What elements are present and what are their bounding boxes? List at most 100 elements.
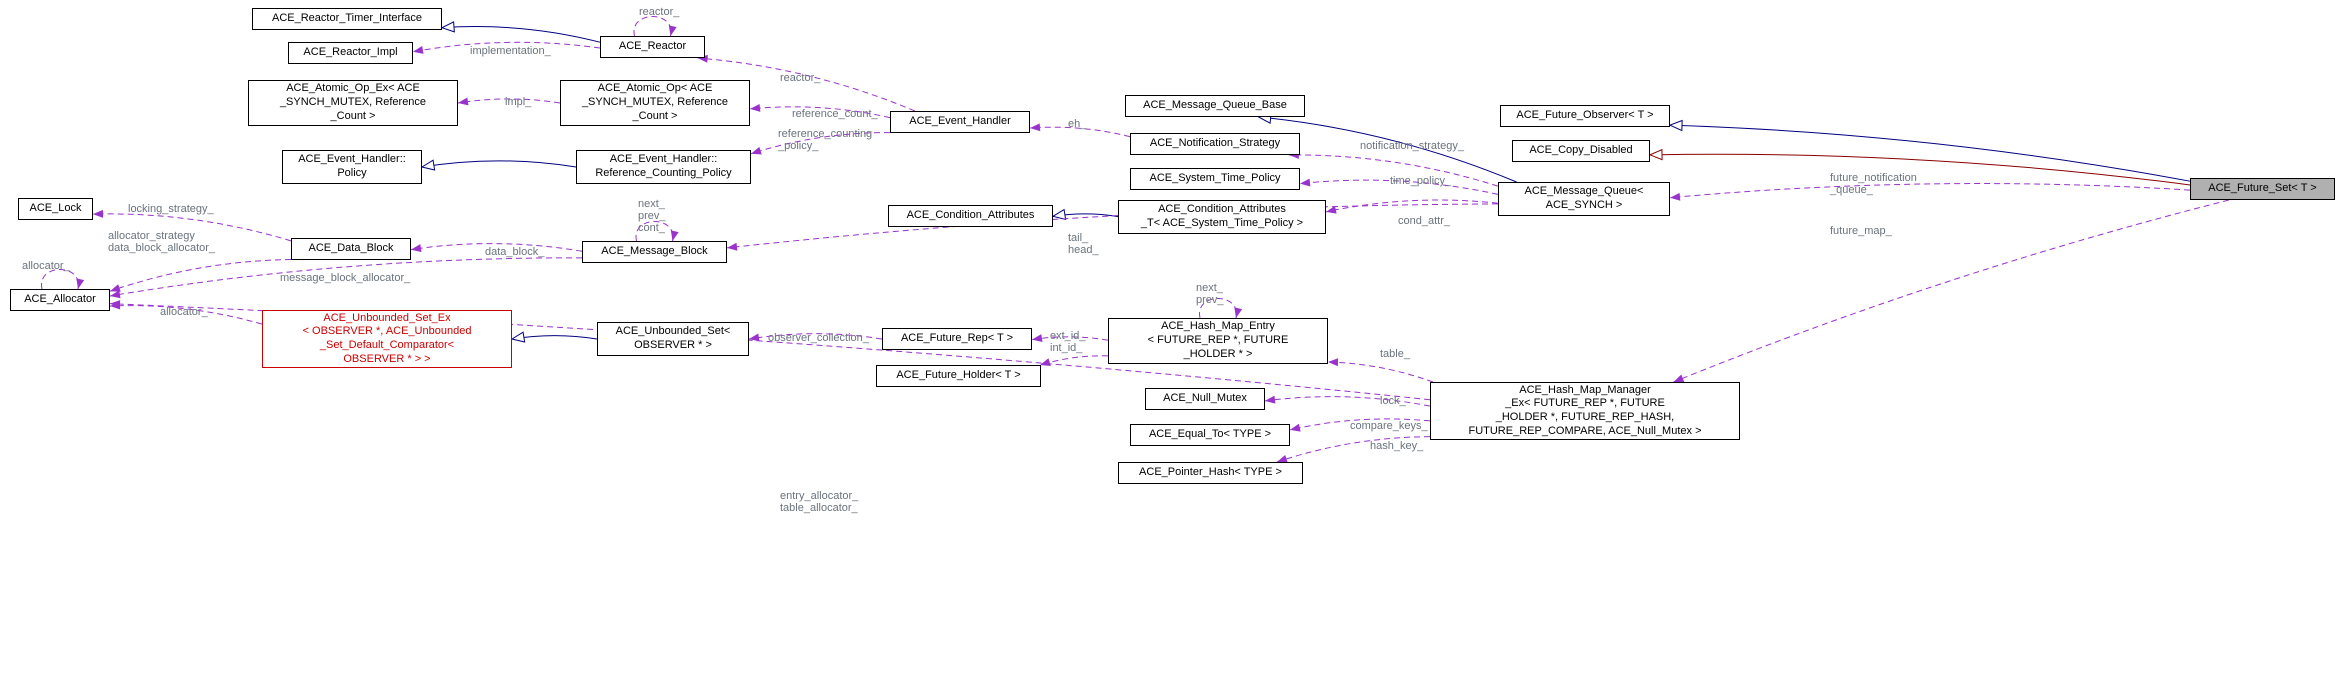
node-ace_atomic_op_ex-line-1: _SYNCH_MUTEX, Reference (257, 96, 449, 110)
node-ace_reactor_timer_iface-line-0: ACE_Reactor_Timer_Interface (261, 12, 433, 26)
edge-label-26: table_ (1380, 348, 1410, 360)
node-ace_copy_disabled[interactable]: ACE_Copy_Disabled (1512, 140, 1650, 162)
node-ace_message_queue_synch[interactable]: ACE_Message_Queue<ACE_SYNCH > (1498, 182, 1670, 216)
edge-label-5: reference_count_ (792, 108, 878, 120)
edge-label-19: message_block_allocator_ (280, 272, 410, 284)
edge-label-34: future_notification_queue_ (1830, 172, 1917, 196)
node-ace_future_rep[interactable]: ACE_Future_Rep< T > (882, 328, 1032, 350)
node-ace_reactor_impl[interactable]: ACE_Reactor_Impl (288, 42, 413, 64)
node-ace_hash_map_entry-line-0: ACE_Hash_Map_Entry (1117, 320, 1319, 334)
edge-15 (636, 222, 673, 242)
node-ace_allocator[interactable]: ACE_Allocator (10, 289, 110, 311)
edge-21 (110, 306, 262, 325)
node-ace_notification_strategy[interactable]: ACE_Notification_Strategy (1130, 133, 1300, 155)
edge-label-1: implementation_ (470, 45, 551, 57)
edge-5 (750, 107, 890, 118)
edge-label-6-l1: _policy_ (778, 140, 818, 152)
edge-label-8-l0: eh_ (1068, 118, 1086, 130)
node-ace_event_handler_policy[interactable]: ACE_Event_Handler::Policy (282, 150, 422, 184)
node-ace_future_set-line-0: ACE_Future_Set< T > (2199, 182, 2326, 196)
node-ace_hash_map_manager[interactable]: ACE_Hash_Map_Manager_Ex< FUTURE_REP *, F… (1430, 382, 1740, 440)
node-ace_hash_map_entry-line-1: < FUTURE_REP *, FUTURE (1117, 334, 1319, 348)
node-ace_equal_to-line-0: ACE_Equal_To< TYPE > (1139, 428, 1281, 442)
node-ace_pointer_hash[interactable]: ACE_Pointer_Hash< TYPE > (1118, 462, 1303, 484)
edge-4 (458, 99, 560, 103)
node-ace_refcount_policy[interactable]: ACE_Event_Handler::Reference_Counting_Po… (576, 150, 751, 184)
edge-20 (41, 270, 78, 290)
edge-1 (413, 42, 600, 51)
node-ace_atomic_op-line-2: _Count > (569, 110, 741, 124)
node-ace_hash_map_manager-line-3: FUTURE_REP_COMPARE, ACE_Null_Mutex > (1439, 425, 1731, 439)
node-ace_null_mutex-line-0: ACE_Null_Mutex (1154, 392, 1256, 406)
node-ace_future_holder[interactable]: ACE_Future_Holder< T > (876, 365, 1041, 387)
node-ace_equal_to[interactable]: ACE_Equal_To< TYPE > (1130, 424, 1290, 446)
node-ace_unbounded_set_ex-line-2: _Set_Default_Comparator< (271, 339, 503, 353)
edge-label-27-l0: lock_ (1380, 395, 1406, 407)
edge-35 (1674, 200, 2229, 382)
edge-label-26-l0: table_ (1380, 348, 1410, 360)
edge-label-27: lock_ (1380, 395, 1406, 407)
node-ace_future_observer[interactable]: ACE_Future_Observer< T > (1500, 105, 1670, 127)
node-ace_refcount_policy-line-1: Reference_Counting_Policy (585, 167, 742, 181)
edge-label-24-l1: int_id_ (1050, 342, 1082, 354)
node-ace_message_queue_synch-line-1: ACE_SYNCH > (1507, 199, 1661, 213)
node-ace_allocator-line-0: ACE_Allocator (19, 293, 101, 307)
edge-label-18-l0: allocator_strategy (108, 230, 195, 242)
node-ace_condition_attrs_t[interactable]: ACE_Condition_Attributes_T< ACE_System_T… (1118, 200, 1326, 234)
node-ace_null_mutex[interactable]: ACE_Null_Mutex (1145, 388, 1265, 410)
node-ace_event_handler_policy-line-0: ACE_Event_Handler:: (291, 153, 413, 167)
edge-label-24-l0: ext_id_ (1050, 330, 1085, 342)
edge-label-10-l0: notification_strategy_ (1360, 140, 1464, 152)
node-ace_unbounded_set_ex-line-3: OBSERVER * > > (271, 353, 503, 367)
node-ace_unbounded_set[interactable]: ACE_Unbounded_Set<OBSERVER * > (597, 322, 749, 356)
node-ace_refcount_policy-line-0: ACE_Event_Handler:: (585, 153, 742, 167)
edge-label-3: reactor_ (780, 72, 820, 84)
edge-label-25-l1: prev_ (1196, 294, 1224, 306)
node-ace_system_time_policy[interactable]: ACE_System_Time_Policy (1130, 168, 1300, 190)
node-ace_unbounded_set-line-1: OBSERVER * > (606, 339, 740, 353)
edge-33 (1650, 154, 2190, 185)
node-ace_condition_attributes[interactable]: ACE_Condition_Attributes (888, 205, 1053, 227)
edge-0 (442, 27, 600, 43)
node-ace_reactor_timer_iface[interactable]: ACE_Reactor_Timer_Interface (252, 8, 442, 30)
node-ace_reactor[interactable]: ACE_Reactor (600, 36, 705, 58)
edge-label-30-l1: table_allocator_ (780, 502, 858, 514)
node-ace_lock[interactable]: ACE_Lock (18, 198, 93, 220)
node-ace_message_block[interactable]: ACE_Message_Block (582, 241, 727, 263)
edge-label-19-l0: message_block_allocator_ (280, 272, 410, 284)
node-ace_unbounded_set_ex[interactable]: ACE_Unbounded_Set_Ex< OBSERVER *, ACE_Un… (262, 310, 512, 368)
node-ace_unbounded_set_ex-line-0: ACE_Unbounded_Set_Ex (271, 312, 503, 326)
node-ace_atomic_op-line-1: _SYNCH_MUTEX, Reference (569, 96, 741, 110)
edge-label-23: observer_collection_ (768, 332, 869, 344)
edge-label-16-l0: data_block_ (485, 246, 544, 258)
node-ace_data_block[interactable]: ACE_Data_Block (291, 238, 411, 260)
edge-7 (422, 161, 576, 167)
node-ace_future_set[interactable]: ACE_Future_Set< T > (2190, 178, 2335, 200)
node-ace_reactor_impl-line-0: ACE_Reactor_Impl (297, 46, 404, 60)
node-ace_hash_map_entry[interactable]: ACE_Hash_Map_Entry< FUTURE_REP *, FUTURE… (1108, 318, 1328, 364)
edge-label-28-l0: compare_keys_ (1350, 420, 1428, 432)
diagram-canvas: ACE_Future_Set< T > ACE_Future_Observer< … (0, 0, 2341, 673)
edge-label-4-l0: impl_ (505, 96, 531, 108)
node-ace_pointer_hash-line-0: ACE_Pointer_Hash< TYPE > (1127, 466, 1294, 480)
node-ace_hash_map_manager-line-2: _HOLDER *, FUTURE_REP_HASH, (1439, 411, 1731, 425)
edge-label-12: cond_attr_ (1398, 215, 1450, 227)
edge-label-20: allocator_ (22, 260, 70, 272)
edge-label-11-l0: time_policy_ (1390, 175, 1451, 187)
edge-24 (1032, 337, 1108, 340)
node-ace_atomic_op_ex[interactable]: ACE_Atomic_Op_Ex< ACE_SYNCH_MUTEX, Refer… (248, 80, 458, 126)
edge-label-2-l0: reactor_ (639, 6, 679, 18)
node-ace_atomic_op[interactable]: ACE_Atomic_Op< ACE_SYNCH_MUTEX, Referenc… (560, 80, 750, 126)
edge-label-21: allocator_ (160, 306, 208, 318)
node-ace_event_handler[interactable]: ACE_Event_Handler (890, 111, 1030, 133)
edge-6 (751, 133, 890, 154)
edge-29 (1277, 437, 1430, 462)
edge-label-11: time_policy_ (1390, 175, 1451, 187)
edge-11 (1300, 180, 1498, 194)
edge-label-4: impl_ (505, 96, 531, 108)
edge-label-15: next_prev_cont_ (638, 198, 666, 234)
node-ace_message_queue_base[interactable]: ACE_Message_Queue_Base (1125, 95, 1305, 117)
edge-label-18-l1: data_block_allocator_ (108, 242, 215, 254)
edge-label-34-l0: future_notification (1830, 172, 1917, 184)
node-ace_unbounded_set_ex-line-1: < OBSERVER *, ACE_Unbounded (271, 325, 503, 339)
